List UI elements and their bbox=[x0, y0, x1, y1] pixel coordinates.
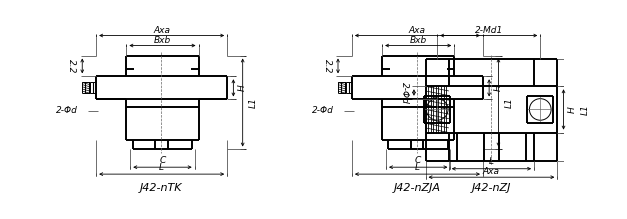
Text: J42-nZJ: J42-nZJ bbox=[472, 183, 511, 193]
Text: Axa: Axa bbox=[153, 26, 170, 35]
Text: C: C bbox=[159, 156, 166, 165]
Text: H: H bbox=[238, 85, 247, 91]
Text: J42-nTK: J42-nTK bbox=[140, 183, 182, 193]
Text: J42-nZJA: J42-nZJA bbox=[394, 183, 441, 193]
Text: Bxb: Bxb bbox=[409, 36, 427, 45]
Text: L: L bbox=[489, 157, 494, 166]
Text: Axa: Axa bbox=[409, 26, 426, 35]
Text: L: L bbox=[159, 163, 164, 172]
Text: L1: L1 bbox=[505, 97, 514, 108]
Text: Bxb: Bxb bbox=[154, 36, 171, 45]
Text: L1: L1 bbox=[581, 104, 589, 115]
Text: 2-Md1: 2-Md1 bbox=[475, 26, 503, 35]
Text: 2-Φd: 2-Φd bbox=[56, 106, 78, 115]
Text: Axa: Axa bbox=[483, 168, 500, 177]
Text: H: H bbox=[568, 106, 577, 113]
Text: H: H bbox=[494, 85, 503, 91]
Text: 2.2: 2.2 bbox=[323, 59, 332, 73]
Text: C: C bbox=[415, 156, 421, 165]
Text: L1: L1 bbox=[249, 97, 258, 108]
Text: 2-Φd: 2-Φd bbox=[312, 106, 334, 115]
Text: 2.2: 2.2 bbox=[67, 59, 76, 73]
Text: 2-Φd: 2-Φd bbox=[399, 81, 409, 103]
Text: L: L bbox=[415, 163, 420, 172]
